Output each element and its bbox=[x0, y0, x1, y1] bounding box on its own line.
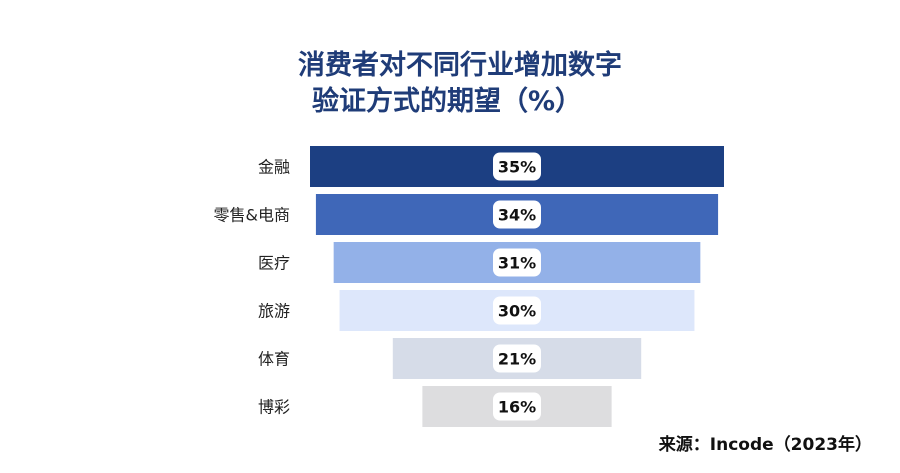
category-label-2: 零售&电商 bbox=[214, 206, 290, 225]
value-label-5: 21% bbox=[498, 350, 536, 369]
category-label-6: 博彩 bbox=[258, 398, 290, 417]
value-label-6: 16% bbox=[498, 398, 536, 417]
source-note: 来源：Incode（2023年） bbox=[658, 435, 872, 455]
value-pill-3 bbox=[493, 248, 541, 277]
value-pill-5 bbox=[493, 344, 541, 373]
category-label-5: 体育 bbox=[258, 350, 290, 369]
value-label-3: 31% bbox=[498, 254, 536, 273]
chart-title-line2: 验证方式的期望（%） bbox=[311, 86, 583, 117]
value-label-1: 35% bbox=[498, 158, 536, 177]
chart-title-line1: 消费者对不同行业增加数字 bbox=[298, 50, 622, 81]
value-label-4: 30% bbox=[498, 302, 536, 321]
category-label-1: 金融 bbox=[258, 158, 290, 177]
value-pill-2 bbox=[493, 200, 541, 229]
value-pill-4 bbox=[493, 296, 541, 325]
value-pill-6 bbox=[493, 392, 541, 421]
value-label-2: 34% bbox=[498, 206, 536, 225]
category-label-3: 医疗 bbox=[258, 254, 290, 273]
value-pill-1 bbox=[493, 152, 541, 181]
category-label-4: 旅游 bbox=[258, 302, 290, 321]
chart-title: 消费者对不同行业增加数字 验证方式的期望（%） bbox=[250, 48, 670, 120]
